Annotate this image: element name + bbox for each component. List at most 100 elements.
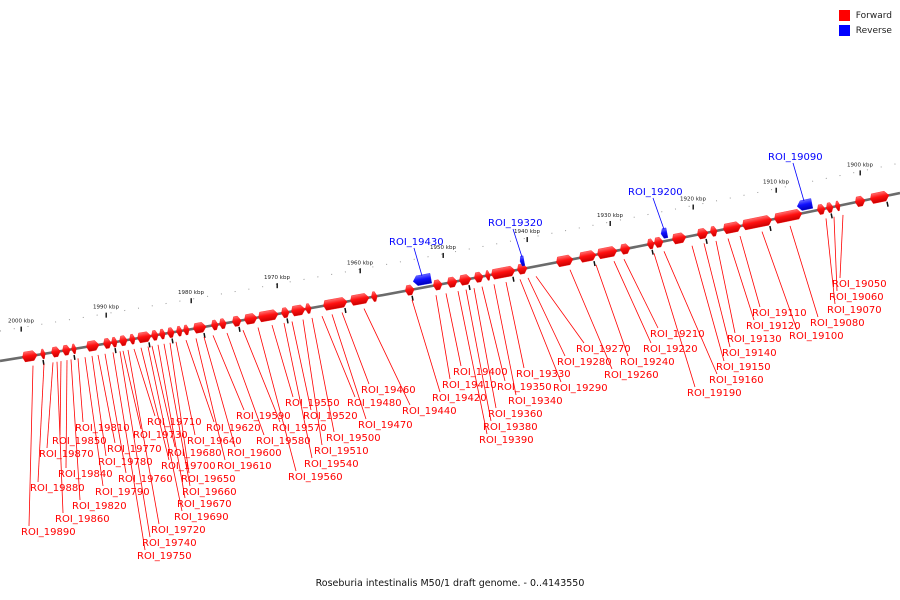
scale-label: 1930 kbp <box>597 213 623 219</box>
gene-label: ROI_19150 <box>716 362 771 373</box>
scale-label: 1980 kbp <box>178 290 204 296</box>
scale-tick <box>359 268 361 274</box>
forward-gene-arrow <box>556 254 574 268</box>
label-leader-line <box>302 319 323 446</box>
reverse-gene-arrow <box>796 198 814 211</box>
label-leader-line <box>104 353 127 474</box>
forward-gene-arrow <box>167 327 175 344</box>
label-leader-line <box>28 365 34 527</box>
label-leader-line <box>271 324 294 398</box>
scale-label: 1950 kbp <box>430 245 456 251</box>
label-leader-line <box>413 247 423 276</box>
gene-label: ROI_19360 <box>488 409 543 420</box>
forward-gene-arrow <box>835 200 841 212</box>
gene-label: ROI_19260 <box>604 370 659 381</box>
reverse-gene-arrow <box>519 255 526 267</box>
label-leader-line <box>91 355 107 457</box>
label-leader-line <box>703 243 731 348</box>
label-leader-line <box>653 253 696 388</box>
map-caption: Roseburia intestinalis M50/1 draft genom… <box>315 578 585 589</box>
label-leader-line <box>163 343 191 487</box>
gene-label: ROI_19760 <box>118 474 173 485</box>
gene-label: ROI_19420 <box>432 393 487 404</box>
label-leader-line <box>363 308 411 406</box>
gene-label: ROI_19480 <box>347 398 402 409</box>
gene-label: ROI_19110 <box>752 308 807 319</box>
gene-label: ROI_19620 <box>206 423 261 434</box>
gene-label: ROI_19520 <box>303 411 358 422</box>
gene-label: ROI_19510 <box>314 446 369 457</box>
gene-label: ROI_19580 <box>256 436 311 447</box>
gene-label: ROI_19050 <box>832 279 887 290</box>
label-leader-line <box>493 284 517 396</box>
label-leader-line <box>195 338 226 461</box>
label-leader-line <box>65 360 68 469</box>
label-leader-line <box>283 322 313 459</box>
forward-gene-arrow <box>137 331 152 348</box>
gene-label: ROI_19680 <box>167 448 222 459</box>
forward-gene-arrow <box>710 226 718 237</box>
forward-gene-arrow <box>447 276 458 288</box>
gene-label: ROI_19610 <box>217 461 272 472</box>
label-leader-line <box>84 357 104 487</box>
gene-label: ROI_19160 <box>709 375 764 386</box>
forward-gene-arrow <box>291 304 306 317</box>
label-leader-line <box>331 314 367 420</box>
gene-label: ROI_19340 <box>508 396 563 407</box>
scale-tick <box>692 204 694 210</box>
label-leader-line <box>445 293 462 367</box>
label-leader-line <box>112 352 146 551</box>
scale-tick <box>190 298 192 304</box>
gene-label: ROI_19640 <box>187 436 242 447</box>
gene-label: ROI_19890 <box>21 527 76 538</box>
forward-gene-arrow <box>459 274 472 291</box>
gene-label: ROI_19440 <box>402 406 457 417</box>
label-leader-line <box>663 251 718 375</box>
forward-gene-arrow <box>870 190 890 207</box>
gene-label: ROI_19690 <box>174 512 229 523</box>
scale-tick <box>609 220 611 226</box>
label-leader-line <box>169 342 190 474</box>
gene-label: ROI_19200 <box>628 187 683 198</box>
scale-labels: 1900 kbp 1910 kbp 1920 kbp 1930 kbp 1940 kbp… <box>8 162 873 332</box>
label-leader-line <box>761 231 798 331</box>
forward-gene-arrow <box>742 215 773 232</box>
label-leader-line <box>119 351 151 538</box>
label-leader-line <box>157 344 186 499</box>
forward-gene-arrow <box>119 335 128 347</box>
label-leader-line <box>789 225 819 318</box>
label-leader-line <box>127 349 160 525</box>
gene-label: ROI_19770 <box>107 444 162 455</box>
gene-label: ROI_19560 <box>288 472 343 483</box>
scale-label: 1920 kbp <box>680 197 706 203</box>
gene-label: ROI_19320 <box>488 218 543 229</box>
gene-label: ROI_19880 <box>30 483 85 494</box>
label-leader-line <box>185 339 215 423</box>
label-leader-line <box>411 299 441 393</box>
label-leader-line <box>151 345 176 448</box>
gene-label: ROI_19240 <box>620 357 675 368</box>
label-leader-line <box>623 259 659 329</box>
forward-gene-arrow <box>193 322 207 339</box>
gene-label: ROI_19860 <box>55 514 110 525</box>
gene-label: ROI_19600 <box>227 448 282 459</box>
label-leader-line <box>825 218 836 305</box>
label-leader-line <box>569 269 613 370</box>
gene-label: ROI_19730 <box>133 430 188 441</box>
gene-label: ROI_19660 <box>182 487 237 498</box>
label-leader-line <box>77 358 84 423</box>
forward-gene-arrow <box>579 250 597 267</box>
forward-gene-arrow <box>244 313 258 325</box>
gene-label: ROI_19070 <box>827 305 882 316</box>
gene-label: ROI_19500 <box>326 433 381 444</box>
gene-label: ROI_19540 <box>304 459 359 470</box>
legend-forward-label: Forward <box>855 10 892 21</box>
forward-gene-arrow <box>697 228 709 244</box>
label-leader-line <box>70 359 81 501</box>
legend: Forward Reverse <box>838 8 892 38</box>
gene-label: ROI_19060 <box>829 292 884 303</box>
scale-tick <box>442 252 444 258</box>
gene-label: ROI_19280 <box>557 357 612 368</box>
label-leader-line <box>457 291 488 435</box>
